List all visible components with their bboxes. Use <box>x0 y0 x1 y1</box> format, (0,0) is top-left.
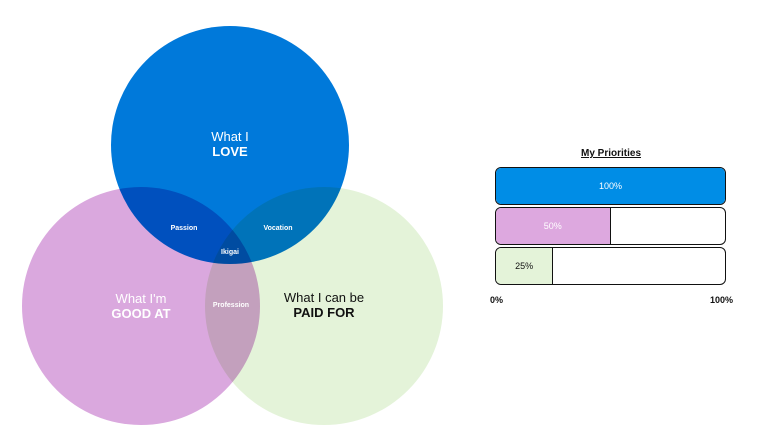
good-at-label-line2: GOOD AT <box>111 306 170 321</box>
priority-bar-2-label: 50% <box>543 221 562 231</box>
ikigai-venn-diagram: What I LOVE What I'm GOOD AT What I can … <box>22 26 443 425</box>
love-label-line1: What I <box>211 129 249 144</box>
priority-bar-3-fill: 25% <box>496 248 554 284</box>
axis-max-label: 100% <box>710 295 734 305</box>
priority-bar-1: 100% <box>495 167 726 205</box>
profession-label: Profession <box>213 302 249 309</box>
priority-bar-2: 50% <box>495 207 726 245</box>
axis-min-label: 0% <box>490 295 504 305</box>
priority-bar-3-label: 25% <box>515 261 534 271</box>
love-label-line2: LOVE <box>212 144 248 159</box>
passion-label: Passion <box>171 225 198 232</box>
priority-bar-2-fill: 50% <box>496 208 611 244</box>
priority-bar-1-label: 100% <box>598 181 623 191</box>
good-at-label-line1: What I'm <box>116 291 167 306</box>
ikigai-label: Ikigai <box>221 249 239 256</box>
vocation-label: Vocation <box>263 225 292 232</box>
paid-for-label-line1: What I can be <box>284 290 364 305</box>
priority-bar-1-fill: 100% <box>496 168 725 204</box>
paid-for-label-line2: PAID FOR <box>293 305 355 320</box>
priority-bar-3: 25% <box>495 247 726 285</box>
love-circle <box>111 26 349 264</box>
priorities-title: My Priorities <box>580 148 642 159</box>
